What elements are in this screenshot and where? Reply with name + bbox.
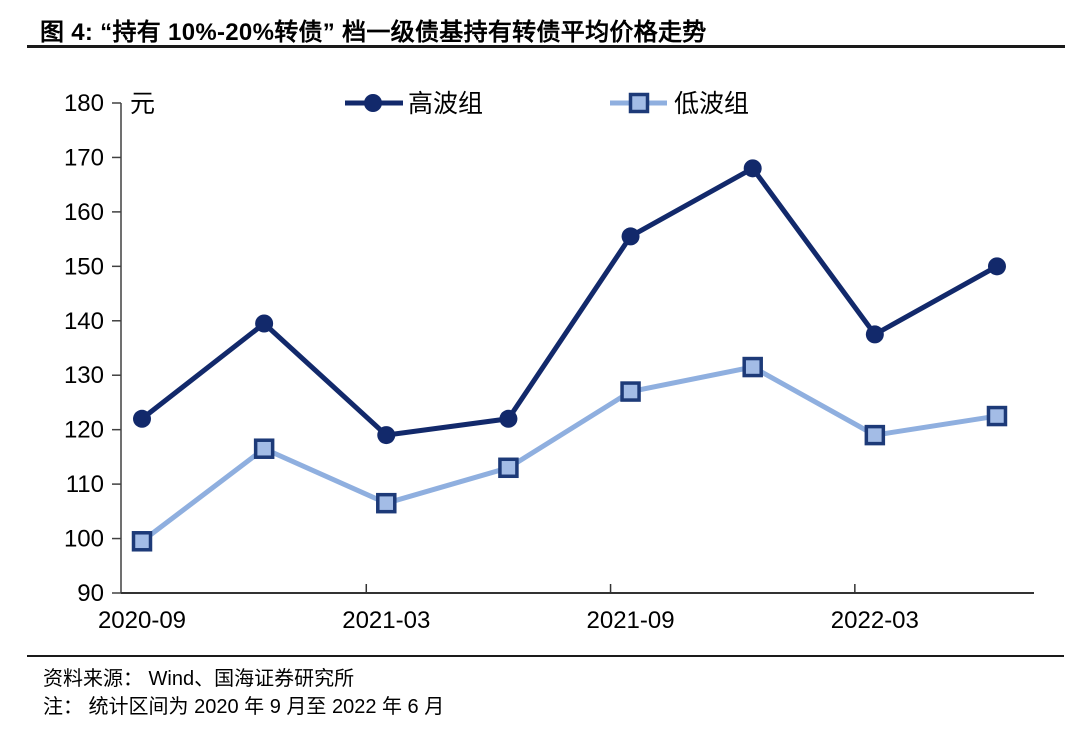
series-1-marker	[376, 492, 397, 514]
series-1-marker	[986, 405, 1008, 427]
y-tick-label: 180	[64, 90, 104, 117]
series-0-marker	[987, 257, 1006, 276]
x-tick-label: 2021-03	[342, 607, 430, 634]
y-tick-label: 170	[64, 144, 104, 171]
series-1-marker	[620, 381, 641, 402]
legend-label-1: 低波组	[674, 90, 749, 118]
note-text: 注： 统计区间为 2020 年 9 月至 2022 年 6 月	[43, 696, 445, 718]
series-1-marker	[253, 438, 275, 459]
y-tick-label: 110	[66, 471, 104, 498]
title-rule	[27, 45, 1065, 48]
source-text: 资料来源： Wind、国海证券研究所	[43, 668, 355, 690]
series-1-marker	[742, 356, 763, 378]
series-0-marker	[499, 409, 518, 428]
legend-label-0: 高波组	[408, 90, 483, 118]
series-0-marker	[133, 409, 151, 428]
chart-svg: 90 100 110 120 130 140 150 160 170 180 元 2020-09 202…	[64, 90, 1034, 634]
y-tick-label: 150	[64, 253, 104, 280]
footer-rule	[27, 655, 1064, 657]
series-1-marker	[864, 424, 886, 446]
y-tick-label: 90	[77, 580, 104, 607]
series-1-marker	[498, 457, 519, 479]
series-0-marker	[377, 426, 396, 445]
x-tick-label: 2020-09	[98, 607, 186, 634]
y-tick-label: 120	[64, 417, 104, 444]
y-tick-label: 160	[64, 199, 104, 226]
series-line-0	[140, 165, 999, 438]
y-tick-label: 140	[64, 308, 104, 335]
series-0-marker	[865, 325, 884, 344]
series-1-marker	[131, 531, 153, 552]
y-unit-label: 元	[130, 90, 155, 118]
series-line-1	[140, 364, 998, 544]
series-0-marker	[621, 227, 640, 246]
y-tick-label: 100	[64, 526, 104, 553]
legend-marker-1	[628, 92, 650, 114]
legend-marker-0	[364, 94, 382, 112]
x-tick-label: 2022-03	[831, 607, 919, 634]
series-0-marker	[743, 159, 762, 178]
x-tick-label: 2021-09	[587, 607, 675, 634]
figure-title: 图 4: “持有 10%-20%转债” 档一级债基持有转债平均价格走势	[40, 19, 707, 46]
series-0-marker	[255, 314, 274, 333]
y-tick-label: 130	[64, 362, 104, 389]
